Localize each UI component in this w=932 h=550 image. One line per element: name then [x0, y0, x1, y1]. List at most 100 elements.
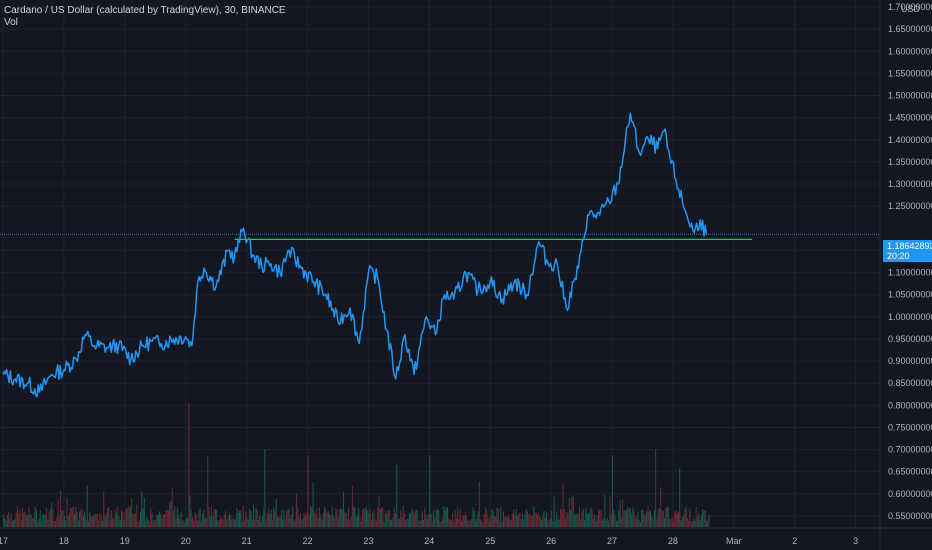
volume-bar [141, 491, 143, 527]
volume-bar [356, 515, 358, 527]
volume-bar [349, 519, 351, 527]
volume-bar [62, 510, 64, 527]
volume-bar [633, 509, 635, 527]
volume-bar [180, 512, 182, 527]
volume-bar [256, 509, 258, 527]
volume-bar [110, 510, 112, 527]
volume-bar [570, 509, 572, 527]
volume-bar [57, 498, 59, 527]
volume-bar [496, 507, 498, 527]
volume-bar [688, 520, 690, 527]
y-tick-label: 1.40000000 [888, 135, 932, 145]
volume-bar [218, 520, 220, 527]
volume-bar [573, 514, 575, 527]
volume-bar [476, 518, 478, 527]
volume-bar [238, 510, 240, 527]
volume-bar [379, 509, 381, 527]
volume-bar [296, 494, 298, 527]
x-tick-label: 21 [242, 536, 252, 546]
volume-bar [403, 513, 405, 527]
volume-bar [625, 510, 627, 527]
volume-bar [401, 517, 403, 527]
volume-bar [370, 520, 372, 527]
volume-bar [129, 506, 131, 527]
volume-bar [373, 509, 375, 527]
volume-bar [134, 512, 136, 527]
volume-bar [351, 486, 353, 527]
volume-bar [618, 510, 620, 527]
volume-bar [14, 518, 16, 527]
volume-bar [657, 509, 659, 527]
x-tick-label: 24 [424, 536, 434, 546]
volume-bar [198, 510, 200, 527]
volume-bar [685, 506, 687, 527]
volume-bar [605, 521, 607, 527]
volume-bar [109, 520, 111, 527]
symbol-title[interactable]: Cardano / US Dollar (calculated by Tradi… [4, 5, 286, 16]
volume-bar [271, 520, 273, 527]
volume-bar [260, 521, 262, 527]
volume-bar [365, 506, 367, 527]
volume-bar [506, 517, 508, 527]
volume-bar [421, 511, 423, 527]
volume-bar [400, 510, 402, 527]
volume-bar [166, 510, 168, 527]
volume-bar [669, 518, 671, 527]
volume-bar [107, 507, 109, 527]
volume-bar [155, 520, 157, 527]
volume-bars [3, 403, 710, 527]
x-tick-label: 23 [363, 536, 373, 546]
volume-bar [661, 509, 663, 527]
volume-bar [138, 520, 140, 527]
volume-bar [483, 514, 485, 527]
volume-bar [430, 514, 432, 527]
volume-bar [504, 516, 506, 527]
volume-bar [131, 498, 133, 527]
volume-bar [99, 513, 101, 527]
volume-bar [335, 508, 337, 527]
volume-bar [614, 514, 616, 527]
volume-bar [226, 519, 228, 527]
volume-bar [157, 514, 159, 527]
volume-bar [491, 508, 493, 527]
volume-bar [518, 514, 520, 527]
volume-bar [510, 520, 512, 527]
volume-bar [91, 515, 93, 527]
volume-bar [671, 516, 673, 527]
volume-bar [145, 520, 147, 527]
volume-bar [105, 514, 107, 527]
volume-bar [393, 507, 395, 527]
volume-bar [632, 507, 634, 527]
volume-bar [473, 510, 475, 527]
volume-bar [651, 515, 653, 527]
volume-bar [171, 487, 173, 527]
volume-bar [474, 521, 476, 527]
volume-bar [273, 507, 275, 527]
volume-bar [275, 498, 277, 527]
volume-bar [15, 511, 17, 527]
volume-indicator-label[interactable]: Vol [4, 17, 18, 28]
volume-bar [28, 506, 30, 527]
y-tick-label: 0.90000000 [888, 356, 932, 366]
volume-bar [359, 517, 361, 527]
volume-bar [440, 521, 442, 527]
volume-bar [691, 521, 693, 527]
volume-bar [167, 509, 169, 527]
currency-label[interactable]: USD [901, 4, 921, 14]
volume-bar [524, 515, 526, 527]
volume-bar [415, 510, 417, 527]
volume-bar [537, 514, 539, 527]
volume-bar [387, 510, 389, 527]
volume-bar [655, 449, 657, 527]
volume-bar [207, 455, 209, 527]
volume-bar [637, 511, 639, 527]
volume-bar [95, 514, 97, 527]
volume-bar [282, 519, 284, 527]
volume-bar [395, 513, 397, 527]
volume-bar [521, 513, 523, 527]
x-tick-label: 19 [120, 536, 130, 546]
x-tick-label: 17 [0, 536, 8, 546]
volume-bar [222, 519, 224, 527]
volume-bar [428, 514, 430, 527]
